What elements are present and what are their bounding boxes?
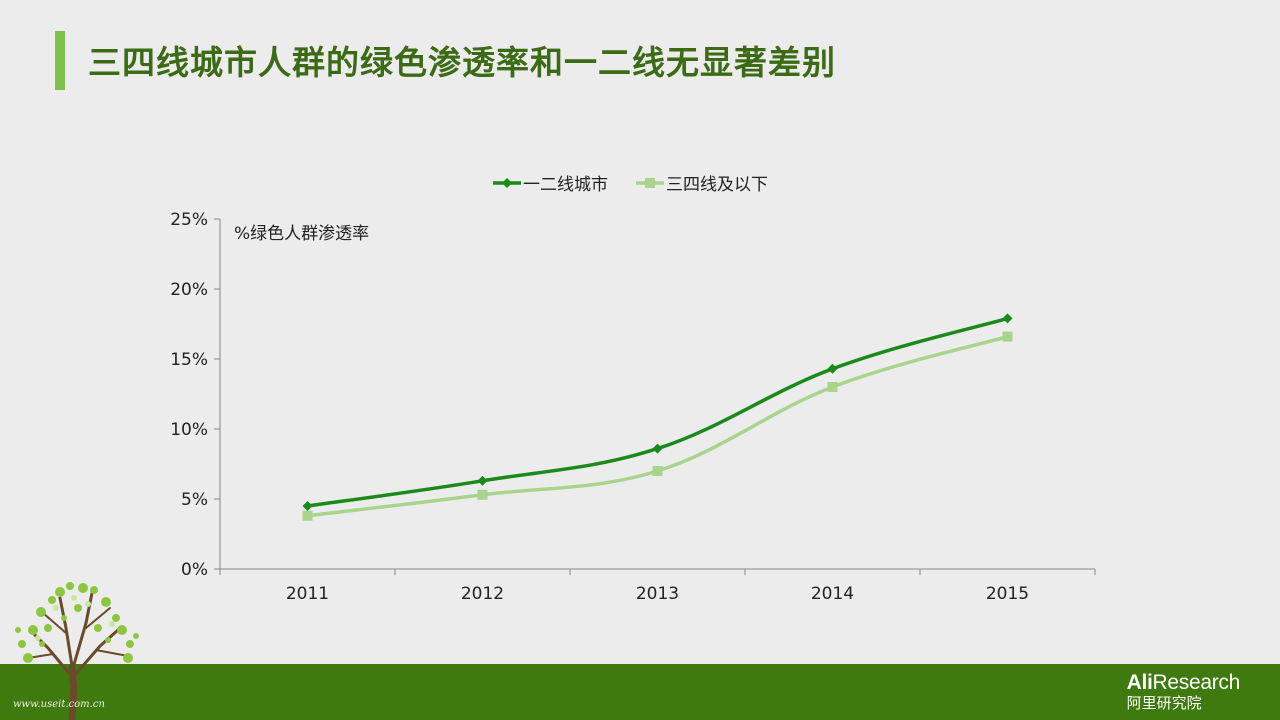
- data-point: [1002, 313, 1013, 324]
- legend-item-2: 三四线及以下: [636, 175, 768, 195]
- data-point: [652, 466, 663, 476]
- series-2: [302, 331, 1013, 521]
- title-accent-bar: [55, 31, 65, 90]
- series-line: [307, 334, 1008, 518]
- y-tick-label: 25%: [170, 210, 208, 230]
- data-point: [302, 510, 313, 521]
- legend-label: 一二线城市: [523, 175, 608, 195]
- x-tick-label: 2011: [286, 584, 329, 604]
- logo-english: AliResearch: [1126, 671, 1241, 694]
- data-point: [652, 443, 663, 454]
- series-1: [302, 313, 1013, 511]
- y-tick-label: 15%: [170, 350, 208, 370]
- logo-brand-rest: Research: [1152, 671, 1241, 694]
- legend-label: 三四线及以下: [666, 175, 768, 195]
- slide-title: 三四线城市人群的绿色渗透率和一二线无显著差别: [88, 43, 836, 82]
- data-point: [477, 475, 488, 486]
- line-chart: 0% 5% 10% 15% 20% 25% 2011 2012 2013 2014 2015 %绿色人…: [170, 175, 1096, 604]
- data-point: [477, 489, 488, 500]
- y-tick-label: 10%: [170, 420, 208, 440]
- x-tick-label: 2014: [811, 584, 854, 604]
- x-tick-label: 2013: [636, 584, 679, 604]
- x-tick-label: 2012: [461, 584, 504, 604]
- data-point: [827, 382, 838, 392]
- logo-brand-bold: Ali: [1126, 671, 1153, 694]
- y-tick-label: 5%: [181, 490, 208, 510]
- logo-subtitle: 阿里研究院: [1126, 694, 1202, 712]
- data-point: [302, 501, 313, 511]
- tree-icon: [15, 582, 139, 720]
- legend-marker: [502, 178, 512, 188]
- legend-item-1: 一二线城市: [493, 175, 608, 195]
- data-point: [1002, 331, 1013, 342]
- legend-marker: [645, 178, 655, 188]
- footer-bar: [0, 664, 1280, 720]
- y-tick-label: 0%: [181, 560, 208, 580]
- x-tick-label: 2015: [986, 584, 1029, 604]
- aliresearch-logo: AliResearch 阿里研究院: [1126, 671, 1241, 713]
- watermark: www.useit.com.cn: [13, 699, 105, 710]
- series-line: [307, 316, 1008, 508]
- y-tick-label: 20%: [170, 280, 208, 300]
- chart-annotation: %绿色人群渗透率: [234, 224, 369, 244]
- data-point: [827, 363, 838, 374]
